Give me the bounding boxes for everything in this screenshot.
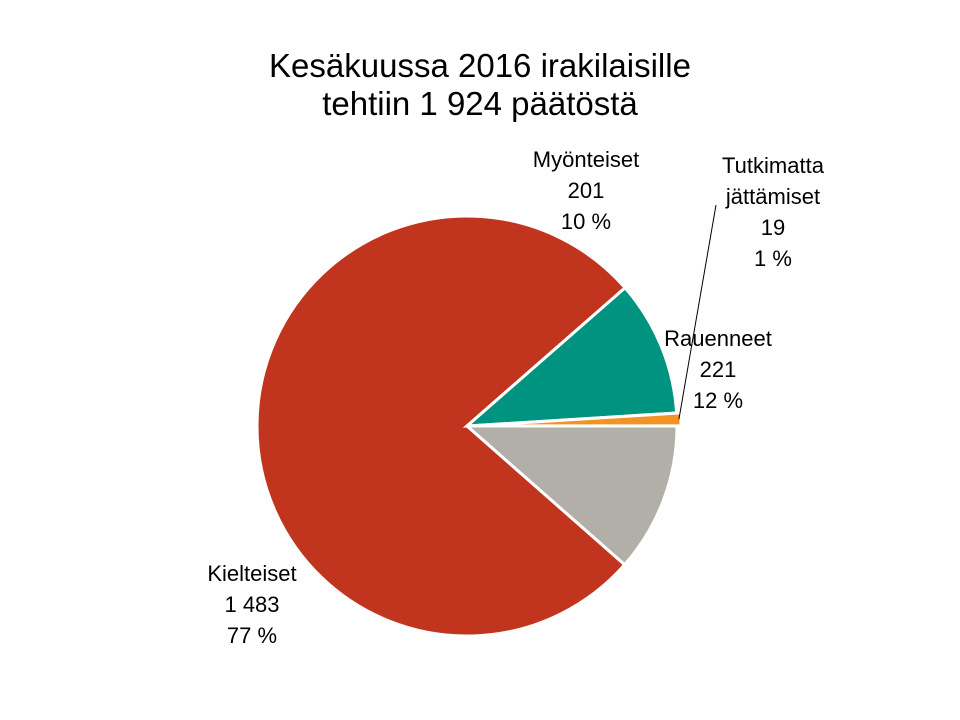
tutkimatta-label-line-1: Tutkimatta bbox=[722, 153, 825, 178]
slice-labels: Rauenneet 221 12 % Kielteiset 1 483 77 % Myönt… bbox=[207, 147, 824, 648]
slice-tutkimatta bbox=[470, 411, 683, 428]
tutkimatta-leader-line bbox=[678, 204, 717, 420]
kielteiset-percent: 77 % bbox=[227, 623, 277, 648]
myonteiset-label-line-1: Myönteiset bbox=[533, 147, 639, 172]
slice-myonteiset bbox=[462, 285, 679, 428]
tutkimatta-value: 19 bbox=[761, 215, 785, 240]
myonteiset-percent: 10 % bbox=[561, 209, 611, 234]
kielteiset-label-line-1: Kielteiset bbox=[207, 561, 296, 586]
rauenneet-percent: 12 % bbox=[693, 388, 743, 413]
kielteiset-value: 1 483 bbox=[224, 592, 279, 617]
slice-kielteiset bbox=[255, 214, 628, 638]
rauenneet-label-line-1: Rauenneet bbox=[664, 326, 772, 351]
slice-rauenneet bbox=[463, 424, 679, 567]
rauenneet-value: 221 bbox=[700, 357, 737, 382]
myonteiset-value: 201 bbox=[568, 178, 605, 203]
pie-slices bbox=[255, 214, 683, 638]
chart-title-line-2: tehtiin 1 924 päätöstä bbox=[322, 85, 638, 122]
tutkimatta-label-line-2: jättämiset bbox=[725, 184, 820, 209]
chart-title-line-1: Kesäkuussa 2016 irakilaisille bbox=[269, 47, 691, 84]
tutkimatta-percent: 1 % bbox=[754, 246, 792, 271]
